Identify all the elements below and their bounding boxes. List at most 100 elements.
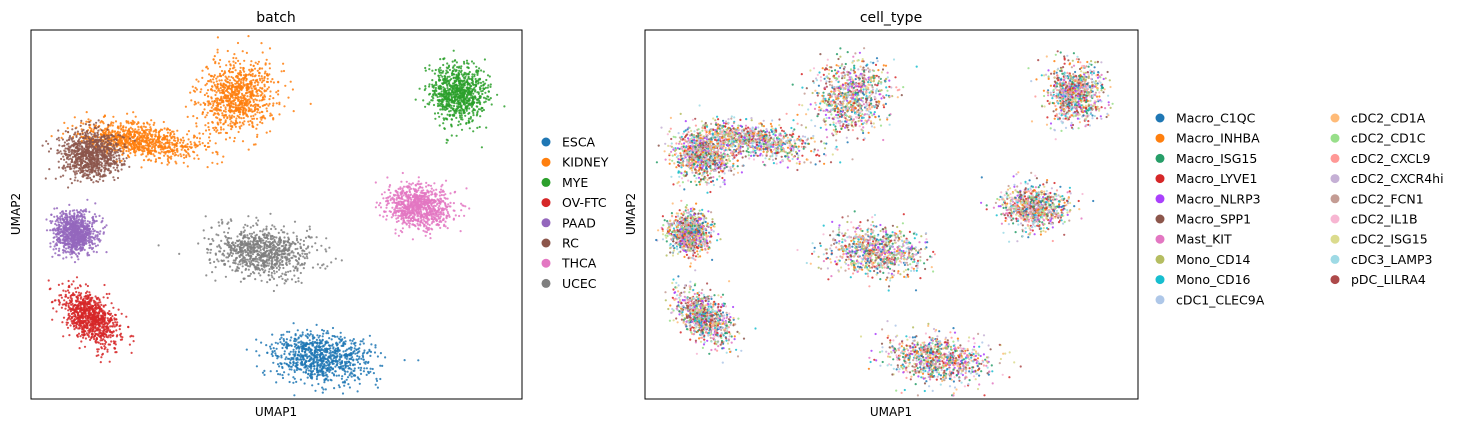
scatter-point: [236, 93, 239, 96]
scatter-point: [60, 157, 63, 161]
scatter-point: [240, 88, 243, 92]
scatter-point: [224, 113, 227, 116]
scatter-point: [262, 104, 265, 107]
scatter-point: [166, 146, 169, 149]
scatter-point: [463, 77, 467, 80]
scatter-point: [77, 140, 80, 143]
scatter-point: [254, 103, 257, 106]
scatter-point: [141, 152, 144, 156]
scatter-point: [55, 138, 59, 141]
scatter-point: [455, 116, 458, 119]
scatter-point: [225, 88, 228, 91]
scatter-point: [266, 80, 269, 84]
scatter-point: [106, 146, 109, 150]
scatter-point: [284, 84, 287, 87]
scatter-point: [120, 168, 123, 171]
scatter-point: [171, 143, 174, 146]
scatter-point: [222, 95, 225, 98]
scatter-point: [216, 162, 219, 165]
scatter-point: [74, 161, 77, 164]
scatter-point: [256, 135, 259, 138]
scatter-point: [479, 95, 482, 98]
scatter-point: [50, 135, 53, 138]
scatter-point: [116, 164, 119, 167]
scatter-point: [233, 53, 236, 56]
scatter-point: [87, 164, 90, 167]
scatter-point: [219, 74, 222, 77]
scatter-point: [106, 128, 109, 131]
scatter-point: [208, 145, 211, 148]
scatter-point: [68, 251, 71, 254]
scatter-point: [478, 97, 481, 100]
scatter-point: [489, 83, 492, 86]
scatter-point: [486, 95, 489, 98]
scatter-point: [468, 207, 471, 210]
scatter-point: [382, 197, 385, 200]
scatter-point: [251, 110, 254, 113]
scatter-point: [121, 145, 124, 148]
scatter-point: [49, 242, 52, 245]
scatter-point: [468, 111, 471, 115]
scatter-point: [477, 92, 480, 95]
scatter-point: [229, 118, 232, 121]
scatter-point: [88, 126, 91, 129]
scatter-point: [194, 146, 197, 149]
scatter-point: [144, 147, 147, 150]
scatter-point: [112, 115, 115, 118]
scatter-point: [252, 100, 255, 103]
scatter-point: [251, 122, 254, 125]
scatter-point: [138, 134, 141, 137]
scatter-point: [149, 138, 153, 141]
scatter-point: [426, 228, 429, 231]
scatter-point: [157, 131, 160, 134]
scatter-point: [480, 69, 483, 72]
scatter-point: [216, 48, 219, 51]
scatter-point: [245, 92, 248, 95]
scatter-point: [210, 80, 213, 83]
scatter-point: [480, 106, 483, 109]
scatter-point: [82, 139, 85, 142]
scatter-point: [416, 207, 419, 210]
scatter-point: [127, 120, 130, 123]
scatter-point: [471, 120, 474, 123]
scatter-point: [94, 154, 97, 157]
scatter-point: [427, 204, 430, 207]
scatter-point: [192, 150, 195, 153]
scatter-point: [256, 107, 259, 110]
scatter-point: [114, 148, 117, 151]
scatter-point: [76, 150, 80, 153]
scatter-point: [139, 131, 142, 134]
scatter-point: [444, 203, 447, 207]
scatter-point: [204, 116, 207, 119]
scatter-point: [424, 66, 427, 70]
scatter-point: [400, 180, 403, 183]
scatter-point: [108, 164, 111, 167]
scatter-point: [454, 90, 457, 93]
scatter-point: [428, 223, 431, 227]
scatter-point: [459, 116, 462, 119]
scatter-point: [79, 180, 82, 183]
scatter-point: [58, 232, 62, 235]
scatter-point: [117, 154, 120, 157]
scatter-point: [137, 121, 140, 124]
scatter-point: [166, 131, 169, 134]
scatter-point: [119, 138, 122, 142]
scatter-point: [45, 229, 49, 232]
scatter-point: [83, 172, 86, 175]
scatter-point: [150, 143, 153, 146]
scatter-point: [250, 115, 253, 118]
scatter-point: [182, 139, 185, 142]
scatter-point: [66, 165, 69, 168]
scatter-point: [444, 193, 447, 196]
scatter-point: [436, 203, 439, 206]
scatter-point: [226, 49, 229, 53]
scatter-point: [405, 180, 408, 183]
scatter-point: [93, 126, 96, 130]
scatter-point: [92, 181, 95, 184]
scatter-point: [442, 95, 445, 98]
scatter-point: [215, 80, 218, 83]
scatter-point: [201, 76, 204, 79]
scatter-point: [259, 86, 262, 89]
scatter-point: [412, 219, 415, 223]
scatter-point: [206, 67, 209, 70]
